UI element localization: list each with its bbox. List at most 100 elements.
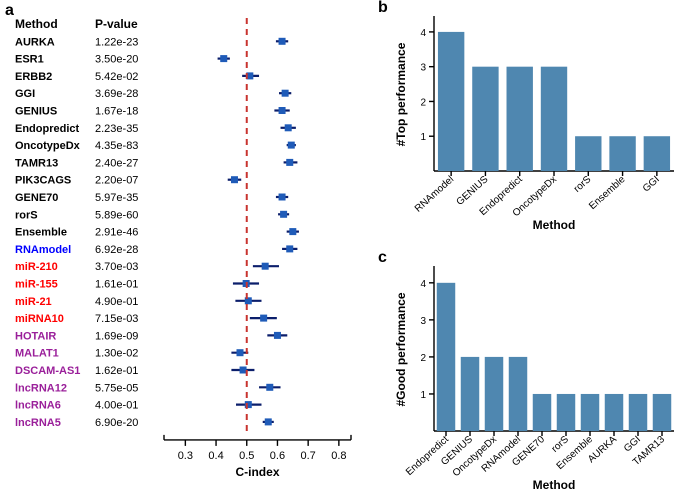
- point-marker: [262, 263, 269, 270]
- bar: [509, 357, 527, 431]
- row-method: Ensemble: [15, 227, 67, 239]
- bar: [609, 136, 635, 171]
- bar: [575, 136, 601, 171]
- row-method: GENIUS: [15, 106, 57, 118]
- point-marker: [288, 142, 295, 149]
- bar-label: Ensemble: [587, 174, 628, 212]
- x-tick-label: 0.7: [301, 450, 316, 462]
- bar: [472, 67, 498, 171]
- row-method: GENE70: [15, 192, 58, 204]
- y-tick-label: 3: [420, 316, 426, 327]
- point-marker: [265, 418, 272, 425]
- bar: [605, 394, 623, 431]
- bar: [507, 67, 533, 171]
- row-pvalue: 2.20e-07: [95, 175, 138, 187]
- row-method: miR-155: [15, 279, 58, 291]
- bar: [557, 394, 575, 431]
- row-method: PIK3CAGS: [15, 175, 71, 187]
- bar-label: rorS: [572, 174, 594, 195]
- row-method: DSCAM-AS1: [15, 365, 80, 377]
- row-method: RNAmodel: [15, 244, 71, 256]
- x-axis-label: C-index: [235, 465, 279, 479]
- point-marker: [260, 315, 267, 322]
- row-method: miR-21: [15, 296, 52, 308]
- point-marker: [231, 176, 238, 183]
- point-marker: [286, 245, 293, 252]
- row-method: lncRNA6: [15, 400, 61, 412]
- point-marker: [279, 194, 286, 201]
- panel-label: c: [378, 249, 387, 266]
- bar: [485, 357, 503, 431]
- row-pvalue: 1.62e-01: [95, 365, 138, 377]
- header-pvalue: P-value: [95, 17, 138, 31]
- point-marker: [237, 349, 244, 356]
- point-marker: [220, 55, 227, 62]
- row-pvalue: 2.23e-35: [95, 123, 138, 135]
- row-pvalue: 4.00e-01: [95, 400, 138, 412]
- row-method: MALAT1: [15, 348, 59, 360]
- point-marker: [240, 367, 247, 374]
- point-marker: [280, 211, 287, 218]
- row-pvalue: 5.42e-02: [95, 71, 138, 83]
- point-marker: [282, 90, 289, 97]
- row-pvalue: 5.75e-05: [95, 382, 138, 394]
- bar: [437, 283, 455, 431]
- row-pvalue: 1.61e-01: [95, 279, 138, 291]
- row-method: lncRNA12: [15, 382, 67, 394]
- row-pvalue: 1.22e-23: [95, 36, 138, 48]
- bar: [629, 394, 647, 431]
- row-method: rorS: [15, 209, 38, 221]
- point-marker: [285, 124, 292, 131]
- row-method: GGI: [15, 88, 35, 100]
- y-tick-label: 2: [420, 353, 426, 364]
- bar-label: RNAmodel: [413, 174, 456, 215]
- row-method: miRNA10: [15, 313, 64, 325]
- row-pvalue: 5.97e-35: [95, 192, 138, 204]
- x-tick-label: 0.8: [331, 450, 346, 462]
- row-method: ERBB2: [15, 71, 52, 83]
- y-axis-label: #Good performance: [394, 292, 408, 406]
- row-method: OncotypeDx: [15, 140, 81, 152]
- x-axis-label: Method: [533, 478, 576, 492]
- y-tick-label: 3: [420, 63, 426, 74]
- row-pvalue: 7.15e-03: [95, 313, 138, 325]
- y-tick-label: 4: [420, 28, 426, 39]
- point-marker: [279, 107, 286, 114]
- row-method: AURKA: [15, 36, 55, 48]
- row-pvalue: 3.50e-20: [95, 54, 138, 66]
- y-tick-label: 4: [420, 279, 426, 290]
- row-pvalue: 3.70e-03: [95, 261, 138, 273]
- bar: [581, 394, 599, 431]
- bar: [644, 136, 670, 171]
- row-pvalue: 2.91e-46: [95, 227, 138, 239]
- y-tick-label: 2: [420, 97, 426, 108]
- x-tick-label: 0.5: [239, 450, 254, 462]
- point-marker: [279, 38, 286, 45]
- row-pvalue: 6.92e-28: [95, 244, 138, 256]
- row-pvalue: 4.90e-01: [95, 296, 138, 308]
- y-tick-label: 1: [420, 390, 426, 401]
- figure: aMethodP-valueAURKA1.22e-23ESR13.50e-20E…: [0, 0, 685, 500]
- row-method: HOTAIR: [15, 330, 56, 342]
- point-marker: [274, 332, 281, 339]
- header-method: Method: [15, 17, 58, 31]
- row-pvalue: 3.69e-28: [95, 88, 138, 100]
- bar: [541, 67, 567, 171]
- bar: [653, 394, 671, 431]
- point-marker: [289, 228, 296, 235]
- panel-a-label: a: [5, 2, 14, 19]
- row-pvalue: 5.89e-60: [95, 209, 138, 221]
- row-method: lncRNA5: [15, 417, 61, 429]
- bar: [533, 394, 551, 431]
- row-pvalue: 1.67e-18: [95, 106, 138, 118]
- x-tick-label: 0.3: [178, 450, 193, 462]
- row-pvalue: 4.35e-83: [95, 140, 138, 152]
- row-pvalue: 2.40e-27: [95, 157, 138, 169]
- bar: [438, 32, 464, 171]
- point-marker: [266, 384, 273, 391]
- row-pvalue: 1.30e-02: [95, 348, 138, 360]
- row-pvalue: 1.69e-09: [95, 330, 138, 342]
- y-tick-label: 1: [420, 132, 426, 143]
- point-marker: [286, 159, 293, 166]
- x-tick-label: 0.6: [270, 450, 285, 462]
